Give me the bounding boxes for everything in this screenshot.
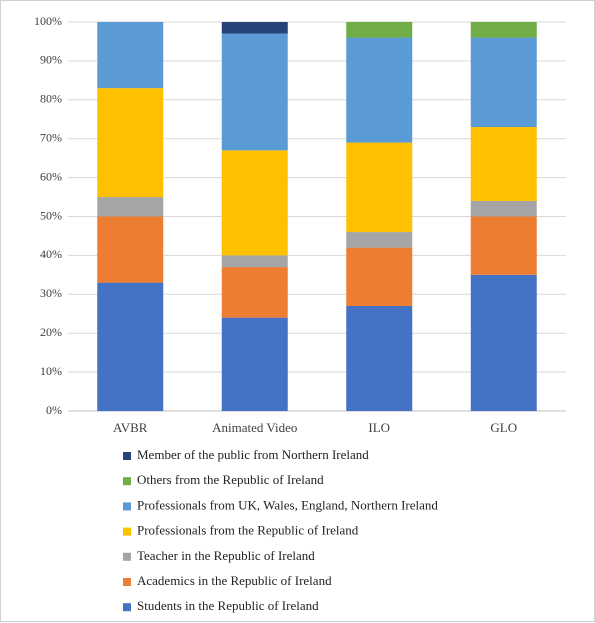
bar-segment <box>346 37 413 143</box>
legend-swatch <box>123 603 131 612</box>
legend-swatch <box>123 477 131 486</box>
bar-segment <box>346 305 413 411</box>
bar-segment <box>97 88 164 198</box>
bar-segment <box>221 255 288 268</box>
x-tick-label: AVBR <box>113 420 148 435</box>
x-tick-label: Animated Video <box>212 420 297 435</box>
bar-segment <box>346 142 413 233</box>
y-tick-label: 70% <box>40 130 62 144</box>
legend-swatch <box>123 578 131 586</box>
y-tick-label: 40% <box>40 247 62 261</box>
bar-segment <box>346 22 413 38</box>
x-tick-label: GLO <box>490 420 517 435</box>
x-tick-label: ILO <box>368 420 390 435</box>
y-tick-label: 80% <box>40 92 62 106</box>
bar-segment <box>470 127 537 201</box>
bar-segment <box>346 232 413 248</box>
y-tick-label: 0% <box>46 403 62 417</box>
legend-swatch <box>123 452 131 460</box>
bar-segment <box>221 317 288 411</box>
bar-segment <box>470 216 537 275</box>
legend-label: Students in the Republic of Ireland <box>137 598 319 613</box>
legend-label: Member of the public from Northern Irela… <box>137 447 369 462</box>
bar-segment <box>470 22 537 38</box>
legend-label: Professionals from the Republic of Irela… <box>137 523 359 538</box>
y-tick-label: 20% <box>40 325 62 339</box>
bar-segment <box>97 197 164 217</box>
legend-swatch <box>123 527 131 536</box>
legend-label: Professionals from UK, Wales, England, N… <box>137 497 438 512</box>
legend-label: Academics in the Republic of Ireland <box>137 573 332 588</box>
bar-segment <box>470 200 537 217</box>
y-tick-label: 50% <box>40 208 62 222</box>
y-tick-label: 10% <box>40 364 62 378</box>
bar-segment <box>221 33 288 151</box>
bar-segment <box>221 150 288 256</box>
bar-segment <box>470 274 537 411</box>
bar-segment <box>221 22 288 34</box>
legend-label: Others from the Republic of Ireland <box>137 472 324 487</box>
bar-segment <box>470 37 537 128</box>
bar-segment <box>346 247 413 306</box>
y-tick-label: 60% <box>40 169 62 183</box>
bar-segment <box>97 216 164 283</box>
legend-label: Teacher in the Republic of Ireland <box>137 548 315 563</box>
legend-swatch <box>123 552 131 561</box>
y-tick-label: 100% <box>34 14 62 28</box>
bar-segment <box>97 282 164 411</box>
y-tick-label: 30% <box>40 286 62 300</box>
bar-segment <box>97 22 164 89</box>
y-tick-label: 90% <box>40 53 62 67</box>
legend-swatch <box>123 502 131 511</box>
bar-segment <box>221 267 288 318</box>
